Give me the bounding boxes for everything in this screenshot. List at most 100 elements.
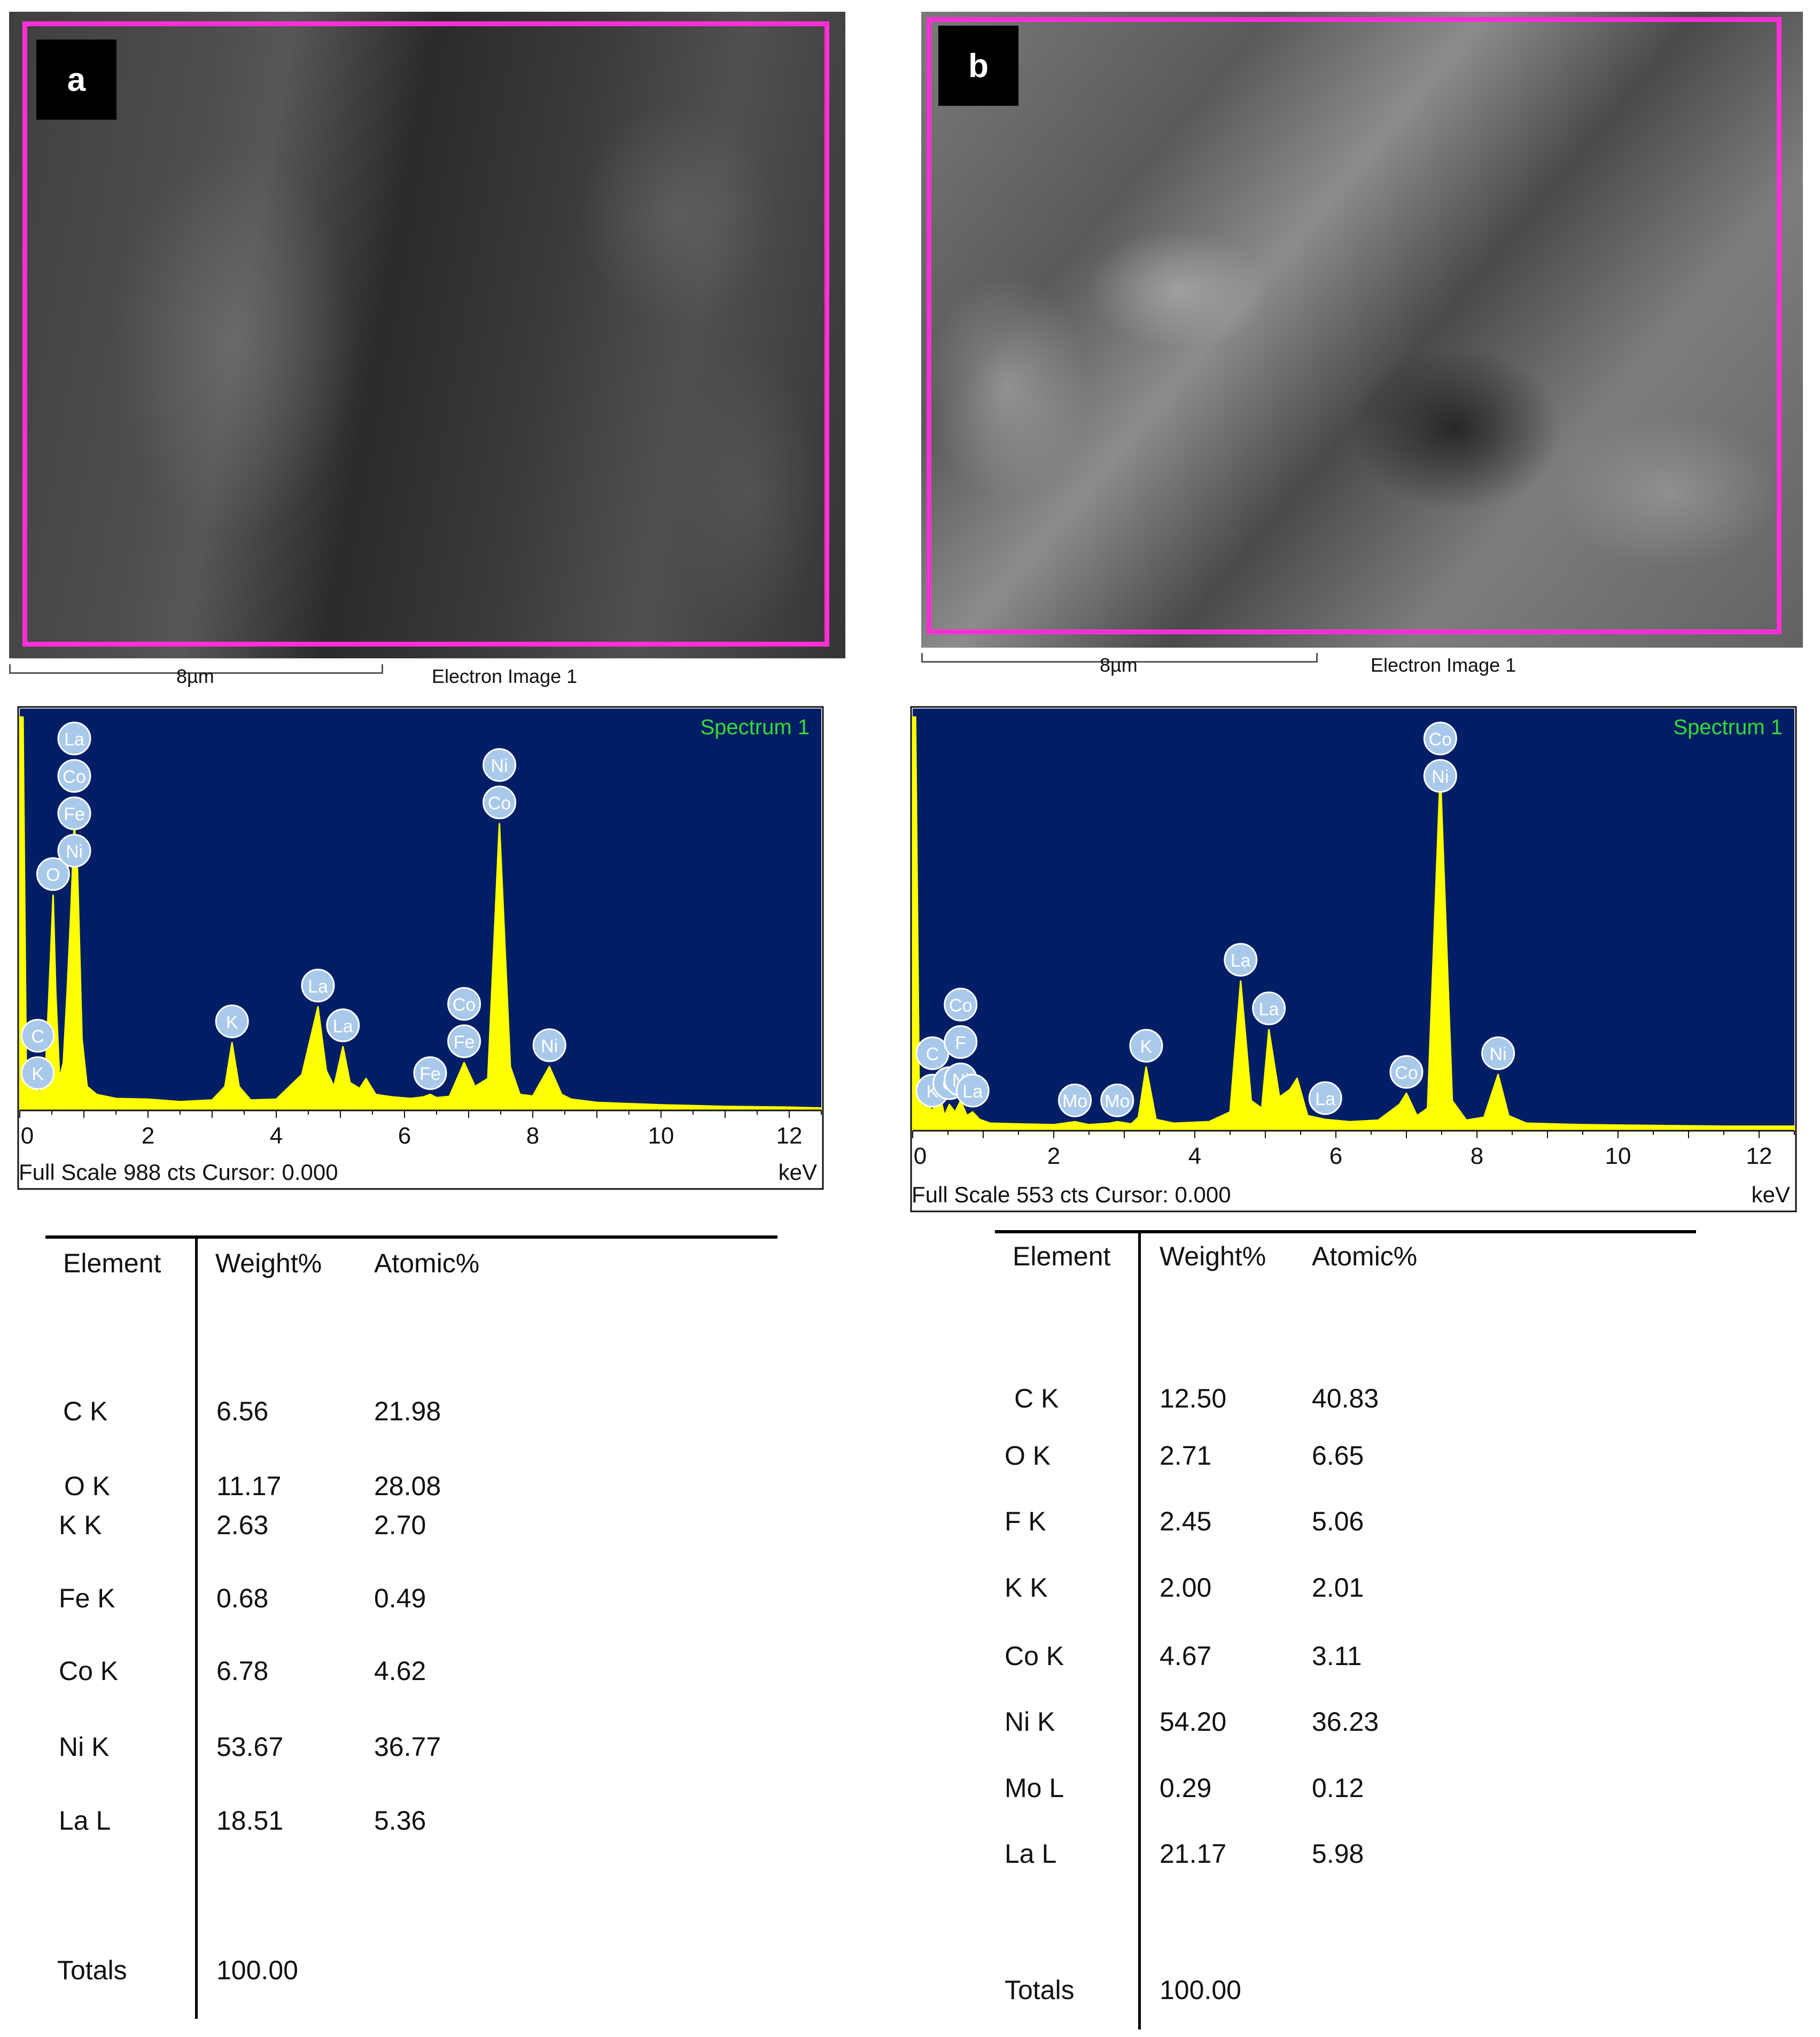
peak-marker: La <box>1308 1081 1342 1115</box>
peak-marker: Co <box>57 759 91 793</box>
table-a-header-weight: Weight% <box>215 1248 322 1278</box>
table-cell-element: F K <box>1005 1506 1046 1536</box>
peak-marker-circle <box>57 834 91 868</box>
x-tick-label: 2 <box>142 1123 154 1149</box>
x-axis-unit: keV <box>1752 1182 1790 1207</box>
table-a-header-atomic: Atomic% <box>374 1248 480 1278</box>
table-cell-weight: 6.56 <box>216 1396 269 1426</box>
table-cell-atomic: 36.77 <box>374 1732 441 1762</box>
eds-spectrum-chart-b: 0 2 4 6 8 10 12 keV Full Scale 553 cts Cursor: 0… <box>910 706 1797 1212</box>
table-cell-weight: 11.17 <box>216 1471 282 1501</box>
chart-footer: Full Scale 553 cts Cursor: 0.000 <box>912 1182 1231 1207</box>
x-tick-label: 0 <box>914 1143 927 1169</box>
table-cell-weight: 0.68 <box>216 1583 269 1613</box>
table-cell-element: La L <box>59 1806 111 1836</box>
legend-entry: Spectrum 1 <box>1673 716 1783 739</box>
peak-label: La <box>962 1082 983 1102</box>
x-tick-label: 6 <box>398 1123 411 1149</box>
peak-label: La <box>1231 951 1251 971</box>
table-cell-element: Mo L <box>1005 1773 1064 1803</box>
peak-marker-circle <box>1100 1083 1134 1117</box>
peak-marker-circle <box>944 1025 978 1059</box>
table-cell-weight: 12.50 <box>1160 1383 1227 1413</box>
peak-marker: K <box>215 1004 249 1038</box>
peak-marker-circle <box>483 786 517 820</box>
peak-marker: Fe <box>57 796 91 830</box>
peak-marker-circle <box>21 1018 55 1053</box>
scale-label-b: 8µm <box>1100 654 1138 676</box>
x-tick-label: 2 <box>1047 1143 1060 1169</box>
peak-marker-circle <box>944 988 978 1022</box>
peak-marker: La <box>955 1074 990 1108</box>
peak-marker: Ni <box>532 1028 566 1062</box>
peak-label: Ni <box>491 756 508 776</box>
x-tick-label: 4 <box>270 1123 283 1149</box>
peak-label: K <box>32 1064 44 1084</box>
table-cell-atomic: 2.01 <box>1312 1573 1364 1603</box>
table-cell-weight: 2.45 <box>1160 1506 1212 1536</box>
peak-label: C <box>926 1044 939 1064</box>
peak-marker: Fe <box>447 1024 481 1059</box>
peak-marker-circle <box>1423 721 1457 756</box>
peak-marker: O <box>36 857 70 891</box>
table-cell-atomic: 5.36 <box>374 1806 426 1836</box>
x-tick-label: 12 <box>776 1123 803 1149</box>
peak-label: Co <box>1429 729 1452 750</box>
peak-label: La <box>64 729 84 750</box>
x-tick-label: 4 <box>1188 1143 1201 1169</box>
peak-label: C <box>31 1027 44 1047</box>
panel-label-a: a <box>36 40 116 120</box>
panel-label-b: b <box>938 26 1018 106</box>
peak-marker-circle <box>1481 1036 1515 1070</box>
table-cell-atomic: 5.06 <box>1312 1506 1364 1536</box>
plot-area <box>20 709 821 1110</box>
peak-label: Co <box>63 767 85 787</box>
table-cell-atomic: 2.70 <box>374 1510 426 1540</box>
table-cell-weight: 18.51 <box>216 1806 284 1836</box>
peak-label: Ni <box>1490 1044 1507 1064</box>
eds-spectrum-chart-a: 0 2 4 6 8 10 12 keV Full Scale 988 cts Cursor: 0… <box>17 706 824 1190</box>
peak-marker-circle <box>955 1074 990 1108</box>
table-cell-atomic: 21.98 <box>374 1396 441 1426</box>
x-tick-label: 8 <box>1471 1143 1483 1169</box>
peak-marker-circle <box>301 968 335 1002</box>
table-b-header-element: Element <box>1013 1241 1111 1271</box>
peak-marker-circle <box>1058 1083 1092 1117</box>
peak-marker: C <box>21 1018 55 1053</box>
peak-marker-circle <box>1423 759 1457 793</box>
peak-label: Fe <box>454 1032 475 1053</box>
table-cell-atomic: 28.08 <box>374 1471 441 1501</box>
table-cell-element: O K <box>1005 1441 1051 1471</box>
table-cell-atomic: 36.23 <box>1312 1707 1379 1737</box>
table-cell-atomic: 0.49 <box>374 1583 426 1613</box>
table-cell-weight: 2.00 <box>1160 1573 1212 1603</box>
peak-marker-circle <box>447 987 481 1021</box>
spectrum-series <box>19 716 822 1111</box>
peak-marker-circle <box>1252 991 1286 1025</box>
peak-marker: C <box>915 1036 950 1070</box>
peak-label: La <box>308 976 328 997</box>
spectrum-series <box>912 716 1795 1132</box>
table-cell-element: K K <box>59 1510 102 1540</box>
table-a-top-rule <box>45 1235 777 1239</box>
peak-marker-circle <box>326 1008 360 1043</box>
chart-footer: Full Scale 988 cts Cursor: 0.000 <box>19 1160 338 1185</box>
peak-marker: Co <box>483 786 517 820</box>
table-cell-element: C K <box>1014 1383 1059 1413</box>
peak-marker: Fe <box>413 1056 447 1090</box>
peak-marker-circle <box>57 796 91 830</box>
peak-marker: Co <box>1423 721 1457 756</box>
table-cell-atomic: 4.62 <box>374 1656 426 1686</box>
table-b-header-atomic: Atomic% <box>1312 1241 1418 1271</box>
peak-marker: La <box>301 968 335 1002</box>
peak-marker-circle <box>1308 1081 1342 1115</box>
peak-marker-circle <box>21 1056 55 1090</box>
table-b-totals-value: 100.00 <box>1160 1975 1241 2005</box>
x-tick-label: 12 <box>1746 1143 1772 1169</box>
table-cell-atomic: 6.65 <box>1312 1441 1364 1471</box>
table-cell-weight: 0.29 <box>1160 1773 1212 1803</box>
peak-label: F <box>955 1033 966 1053</box>
peak-marker: K <box>21 1056 55 1090</box>
peak-label: Mo <box>1062 1091 1087 1111</box>
table-a-totals-value: 100.00 <box>216 1955 298 1985</box>
